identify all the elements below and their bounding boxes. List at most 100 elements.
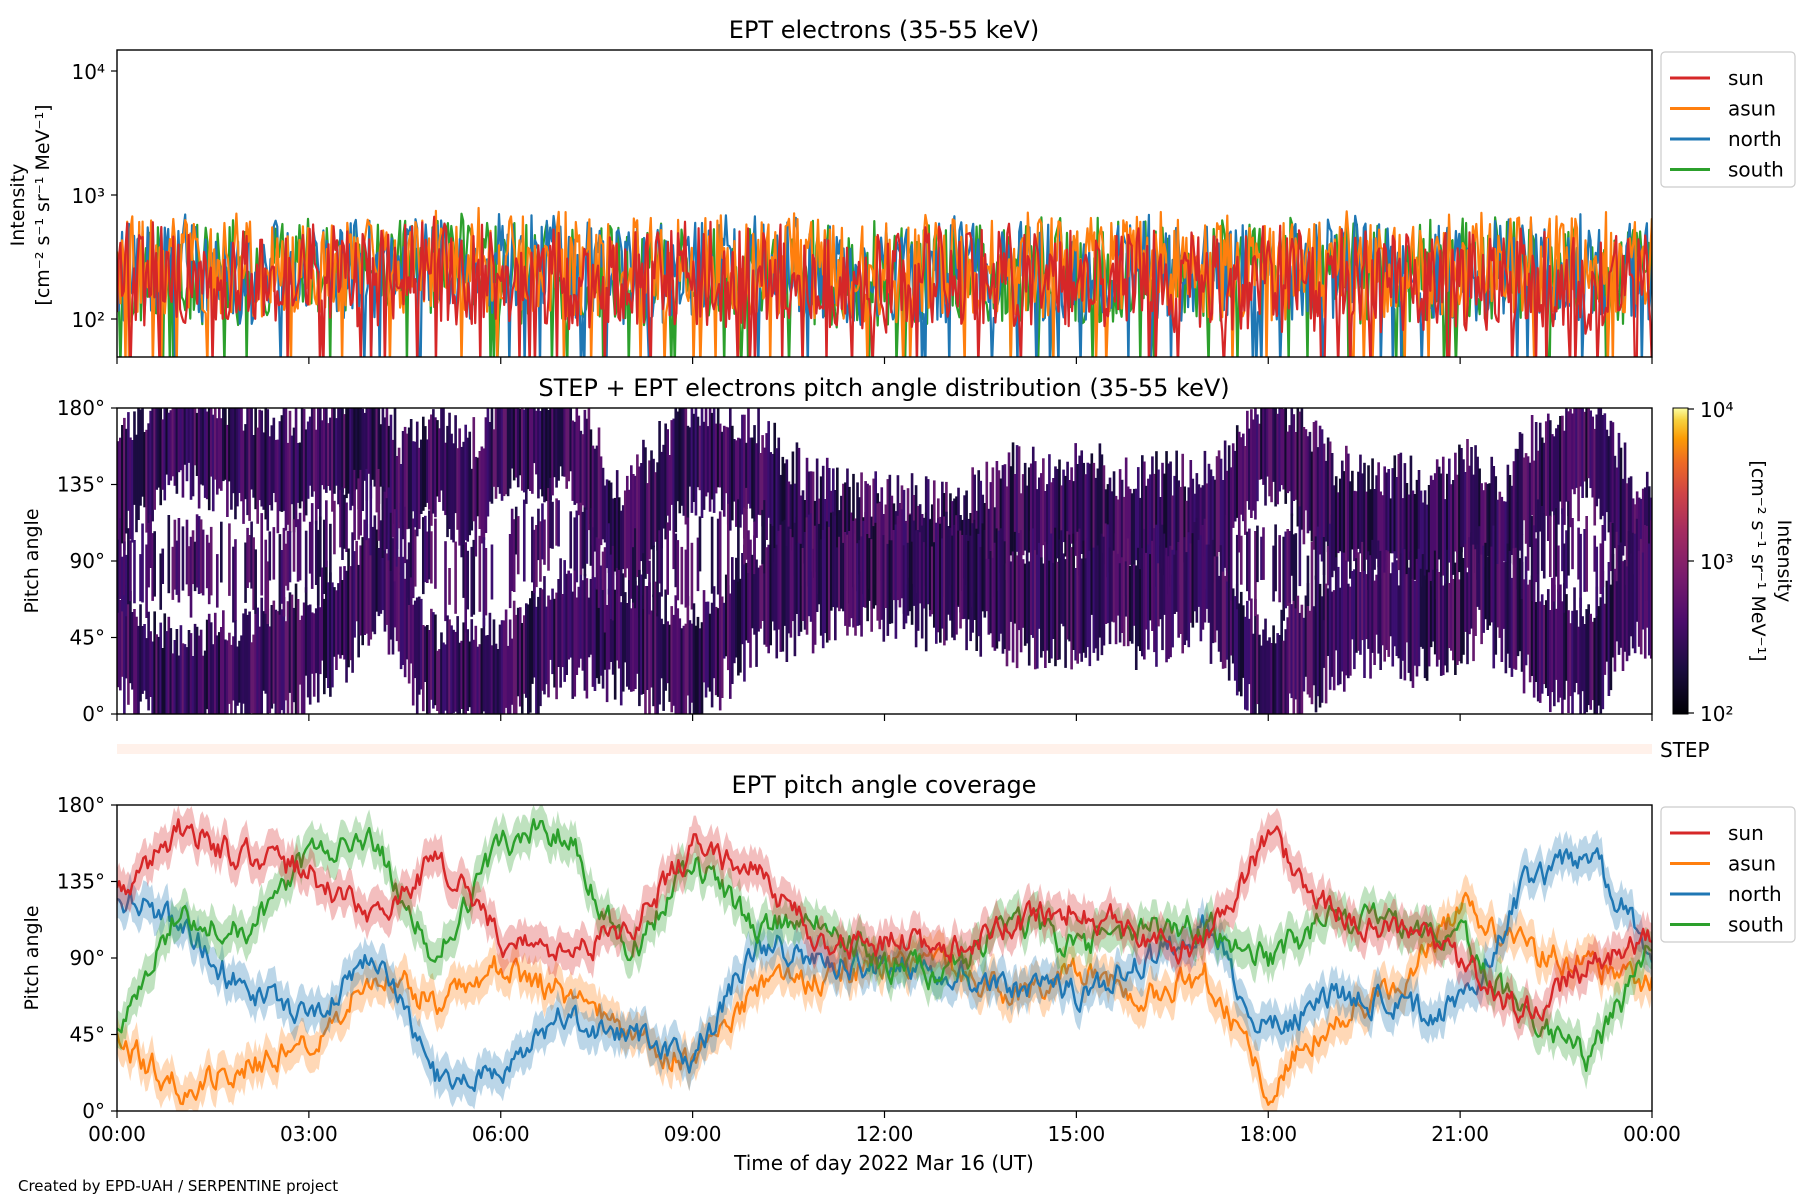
legend-frame — [1660, 51, 1796, 188]
pad-cell — [1213, 479, 1217, 583]
pad-cell — [1462, 459, 1465, 548]
pad-cell — [654, 581, 657, 714]
pad-cell — [379, 424, 383, 487]
pad-cell — [343, 414, 346, 489]
pad-cell — [753, 535, 756, 635]
pad-cell — [264, 408, 268, 520]
pad-cell — [840, 545, 843, 609]
pad-cell — [185, 408, 189, 482]
pad-cell — [288, 592, 292, 693]
pad-cell — [1587, 408, 1590, 479]
pad-cell — [1353, 490, 1356, 562]
coverage-x-ticks: 00:00 03:00 06:00 09:00 12:00 15:00 18:00 21:00… — [88, 1111, 1681, 1146]
pad-cell — [167, 616, 171, 714]
pad-cell — [387, 425, 391, 518]
pad-cell — [1179, 539, 1182, 634]
pad-cell — [464, 424, 468, 541]
pad-cell — [1001, 539, 1005, 654]
pad-cell — [1223, 575, 1227, 669]
pad-cell — [258, 409, 261, 501]
pad-cell — [195, 412, 199, 476]
pad-cell — [240, 408, 243, 502]
pad-cell — [531, 516, 534, 583]
pad-cell — [504, 609, 508, 708]
pad-cell — [1318, 583, 1322, 708]
pad-cell — [621, 573, 625, 692]
pad-cell — [1623, 559, 1627, 652]
pad-cell — [1286, 617, 1290, 714]
pad-cell — [1367, 465, 1370, 590]
colorbar-tick-label: 10³ — [1700, 550, 1733, 574]
pad-cell — [1163, 473, 1166, 576]
pad-cell — [577, 415, 581, 516]
pad-cell — [359, 408, 362, 472]
pad-cell — [426, 439, 429, 503]
pad-cell — [1244, 616, 1247, 710]
pad-cell — [300, 408, 304, 502]
pad-cell — [185, 519, 189, 585]
pad-cell — [809, 513, 813, 622]
pad-cell — [1528, 579, 1532, 683]
pad-cell — [1096, 468, 1100, 573]
pad-cell — [1419, 490, 1423, 591]
pad-cell — [1264, 408, 1267, 506]
pad-cell — [930, 546, 934, 615]
pad-cell — [1490, 456, 1494, 597]
coverage-panel: EPT pitch angle coverage 180°135°90°45°0… — [21, 771, 1796, 1175]
pad-cell — [436, 650, 439, 711]
pad-cell — [365, 524, 369, 634]
pad-cell — [226, 640, 229, 714]
pad-cell — [1290, 604, 1294, 699]
y-tick-label: 45° — [70, 1023, 105, 1047]
y-tick-label: 180° — [57, 396, 105, 420]
pad-cell — [613, 589, 617, 700]
pad-cell — [288, 531, 292, 583]
pad-cell — [327, 423, 330, 486]
pad-cell — [1074, 568, 1077, 661]
pad-cell — [258, 626, 261, 714]
pad-cell — [1397, 454, 1401, 571]
pad-cell — [789, 484, 793, 544]
pad-cell — [278, 614, 282, 714]
pad-cell — [476, 457, 480, 517]
pad-cell — [203, 650, 207, 714]
pad-cell — [240, 635, 243, 714]
pad-cell — [1248, 618, 1251, 685]
pad-cell — [674, 408, 678, 533]
pad-cell — [731, 425, 734, 521]
pad-cell — [217, 408, 221, 489]
pad-cell — [169, 628, 173, 714]
pad-cell — [341, 408, 344, 493]
pad-cell — [421, 416, 425, 511]
pad-cell — [335, 418, 338, 486]
pad-cell — [1639, 498, 1643, 575]
pad-cell — [316, 529, 320, 606]
y-tick-label: 90° — [70, 549, 105, 573]
pad-cell — [1282, 536, 1286, 621]
pad-cell — [1340, 552, 1344, 672]
pad-cell — [795, 442, 799, 545]
pad-cell — [1227, 445, 1231, 573]
pad-cell — [1258, 634, 1261, 714]
pad-cell — [1502, 562, 1506, 629]
pad-cell — [543, 408, 546, 503]
pad-cell — [1143, 528, 1146, 660]
pad-cell — [698, 628, 702, 714]
pad-cell — [1237, 603, 1241, 692]
pad-cell — [351, 408, 354, 506]
pad-cell — [852, 520, 855, 628]
pad-cell — [567, 408, 571, 482]
pad-cell — [1001, 465, 1005, 563]
pad-cell — [1296, 408, 1300, 527]
pad-cell — [617, 569, 621, 669]
pad-cell — [1405, 483, 1409, 577]
pad-cell — [603, 485, 607, 543]
pad-cell — [821, 465, 825, 567]
pad-cell — [767, 544, 770, 654]
pad-cell — [421, 625, 425, 712]
pad-cell — [973, 519, 976, 620]
pad-cell — [1546, 589, 1550, 696]
pad-cell — [1353, 569, 1356, 670]
pad-cell — [1437, 572, 1441, 660]
pad-cell — [438, 428, 441, 502]
